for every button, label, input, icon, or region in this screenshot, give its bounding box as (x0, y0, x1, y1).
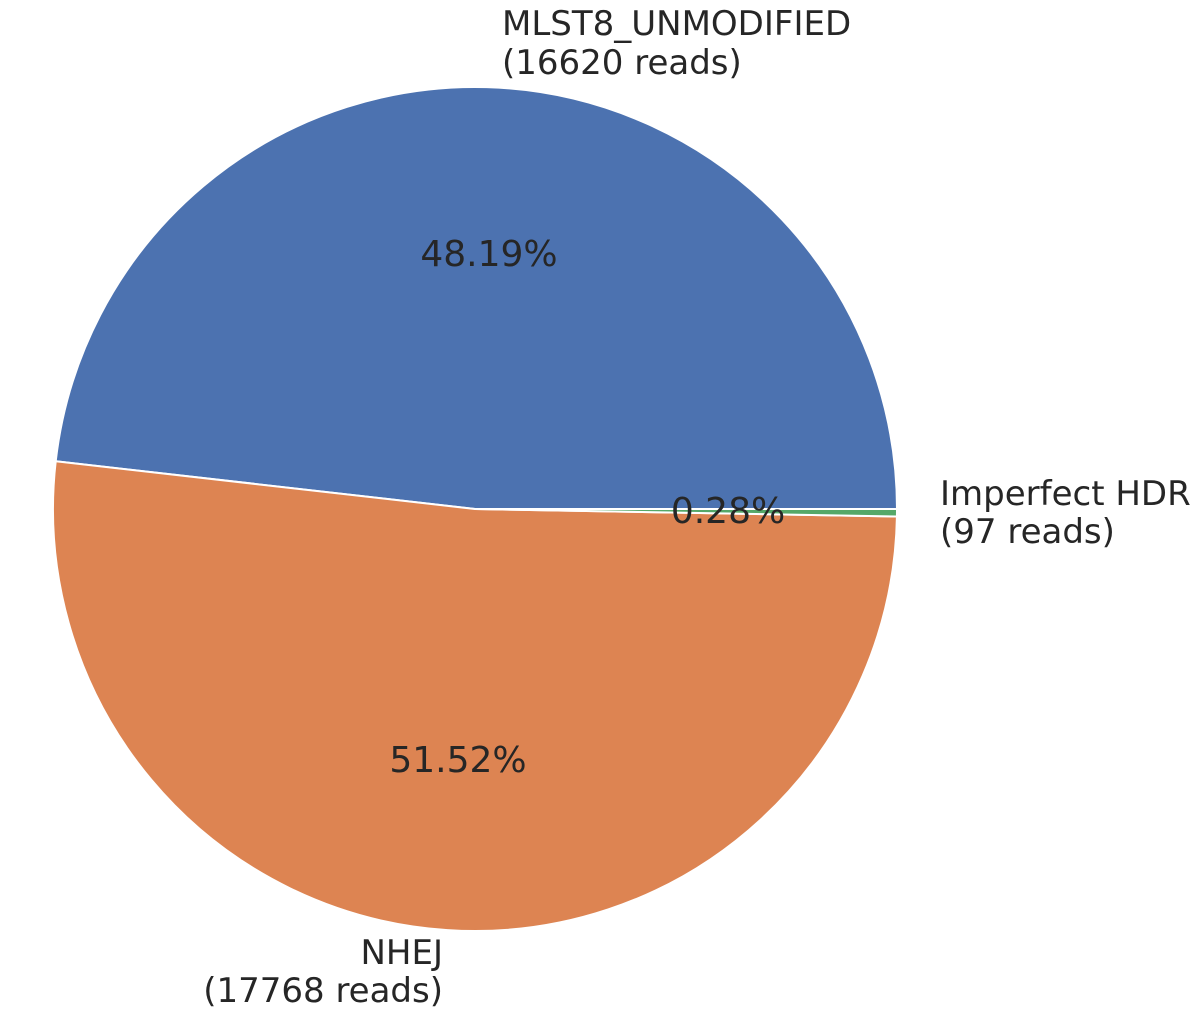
pie-slice-imperfect-hdr (474, 508, 898, 518)
slice-reads-imperfect-hdr: (97 reads) (940, 512, 1115, 552)
slice-reads-nhej: (17768 reads) (203, 971, 443, 1011)
slice-percent-nhej: 51.52% (389, 740, 526, 781)
slice-percent-imperfect-hdr: 0.28% (671, 491, 785, 532)
pie-labels: MLST8_UNMODIFIED (16620 reads) Imperfect… (203, 4, 1191, 1011)
pie-slices (52, 85, 898, 932)
pie-slice-mlst8-unmodified (54, 85, 898, 510)
slice-label-nhej: NHEJ (360, 933, 443, 973)
pie-slice-nhej (52, 460, 898, 932)
slice-label-mlst8-unmodified: MLST8_UNMODIFIED (502, 4, 851, 44)
slice-reads-mlst8-unmodified: (16620 reads) (502, 43, 742, 83)
slice-percent-mlst8-unmodified: 48.19% (420, 234, 557, 275)
slice-label-imperfect-hdr: Imperfect HDR (940, 474, 1191, 514)
